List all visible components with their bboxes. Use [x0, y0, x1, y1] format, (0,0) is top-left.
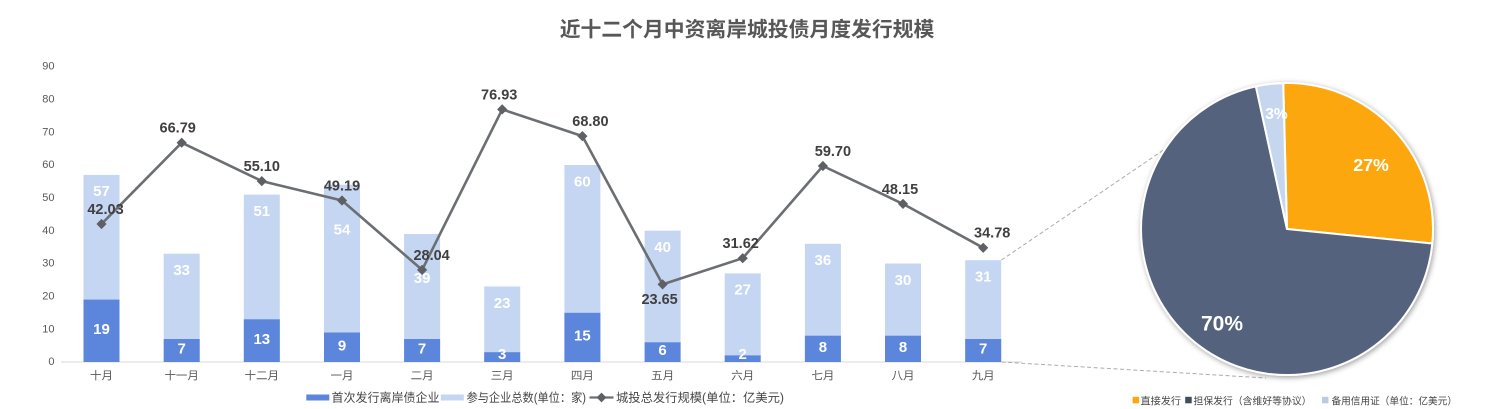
svg-text:15: 15: [574, 328, 591, 345]
svg-text:7: 7: [178, 341, 186, 358]
svg-text:3%: 3%: [1265, 106, 1288, 123]
svg-text:51: 51: [253, 203, 270, 220]
svg-text:8: 8: [899, 339, 907, 356]
svg-text:68.80: 68.80: [572, 114, 608, 130]
svg-text:近十二个月中资离岸城投债月度发行规模: 近十二个月中资离岸城投债月度发行规模: [560, 18, 935, 41]
svg-text:参与企业总数(单位：家): 参与企业总数(单位：家): [467, 391, 587, 405]
svg-text:7: 7: [979, 341, 987, 358]
svg-text:60: 60: [574, 173, 591, 190]
svg-text:二月: 二月: [411, 370, 434, 383]
svg-text:33: 33: [173, 262, 190, 279]
svg-text:十二月: 十二月: [245, 370, 280, 383]
svg-text:十月: 十月: [90, 370, 113, 383]
svg-text:一月: 一月: [331, 370, 354, 383]
svg-text:30: 30: [42, 258, 54, 270]
svg-text:2: 2: [739, 346, 747, 363]
svg-text:34.78: 34.78: [974, 226, 1010, 242]
svg-text:四月: 四月: [571, 370, 594, 383]
svg-text:66.79: 66.79: [160, 121, 196, 137]
svg-text:13: 13: [253, 331, 270, 348]
svg-text:48.15: 48.15: [882, 182, 918, 198]
svg-text:60: 60: [42, 159, 54, 171]
svg-text:57: 57: [93, 183, 110, 200]
svg-text:70: 70: [42, 126, 54, 138]
svg-text:23.65: 23.65: [641, 292, 677, 308]
svg-text:49.19: 49.19: [324, 178, 360, 194]
svg-text:九月: 九月: [972, 370, 995, 383]
svg-text:3: 3: [498, 346, 506, 363]
svg-text:42.03: 42.03: [87, 202, 123, 218]
svg-text:6: 6: [658, 342, 666, 359]
svg-text:三月: 三月: [491, 370, 514, 383]
svg-text:70%: 70%: [1201, 313, 1243, 336]
svg-text:31.62: 31.62: [723, 236, 759, 252]
svg-text:50: 50: [42, 192, 54, 204]
svg-text:23: 23: [494, 295, 511, 312]
svg-text:7: 7: [418, 341, 426, 358]
svg-text:36: 36: [815, 252, 832, 269]
svg-text:担保发行（含维好等协议）: 担保发行（含维好等协议）: [1194, 395, 1312, 407]
svg-text:59.70: 59.70: [815, 144, 851, 160]
svg-text:54: 54: [334, 221, 351, 238]
svg-text:31: 31: [975, 269, 992, 286]
svg-text:五月: 五月: [651, 370, 674, 383]
svg-text:20: 20: [42, 291, 54, 303]
svg-text:八月: 八月: [892, 370, 915, 383]
svg-text:六月: 六月: [731, 370, 754, 383]
svg-text:90: 90: [42, 61, 54, 73]
svg-text:十一月: 十一月: [164, 370, 199, 383]
svg-text:七月: 七月: [811, 370, 834, 383]
svg-text:55.10: 55.10: [244, 159, 280, 175]
svg-text:直接发行: 直接发行: [1141, 395, 1182, 407]
svg-text:30: 30: [895, 272, 912, 289]
svg-text:27%: 27%: [1353, 155, 1389, 175]
svg-text:76.93: 76.93: [481, 87, 517, 103]
svg-text:9: 9: [338, 337, 346, 354]
svg-text:27: 27: [734, 282, 751, 299]
svg-text:10: 10: [42, 323, 54, 335]
svg-text:40: 40: [654, 239, 671, 256]
svg-text:备用信用证（单位：亿美元）: 备用信用证（单位：亿美元）: [1332, 395, 1458, 407]
svg-text:40: 40: [42, 225, 54, 237]
svg-text:19: 19: [93, 321, 110, 338]
svg-text:39: 39: [414, 270, 431, 287]
svg-text:城投总发行规模(单位：亿美元): 城投总发行规模(单位：亿美元): [616, 391, 784, 405]
svg-text:8: 8: [819, 339, 827, 356]
svg-text:首次发行离岸债企业: 首次发行离岸债企业: [332, 391, 440, 405]
svg-text:80: 80: [42, 94, 54, 106]
svg-text:0: 0: [48, 356, 54, 368]
svg-text:28.04: 28.04: [413, 248, 449, 264]
